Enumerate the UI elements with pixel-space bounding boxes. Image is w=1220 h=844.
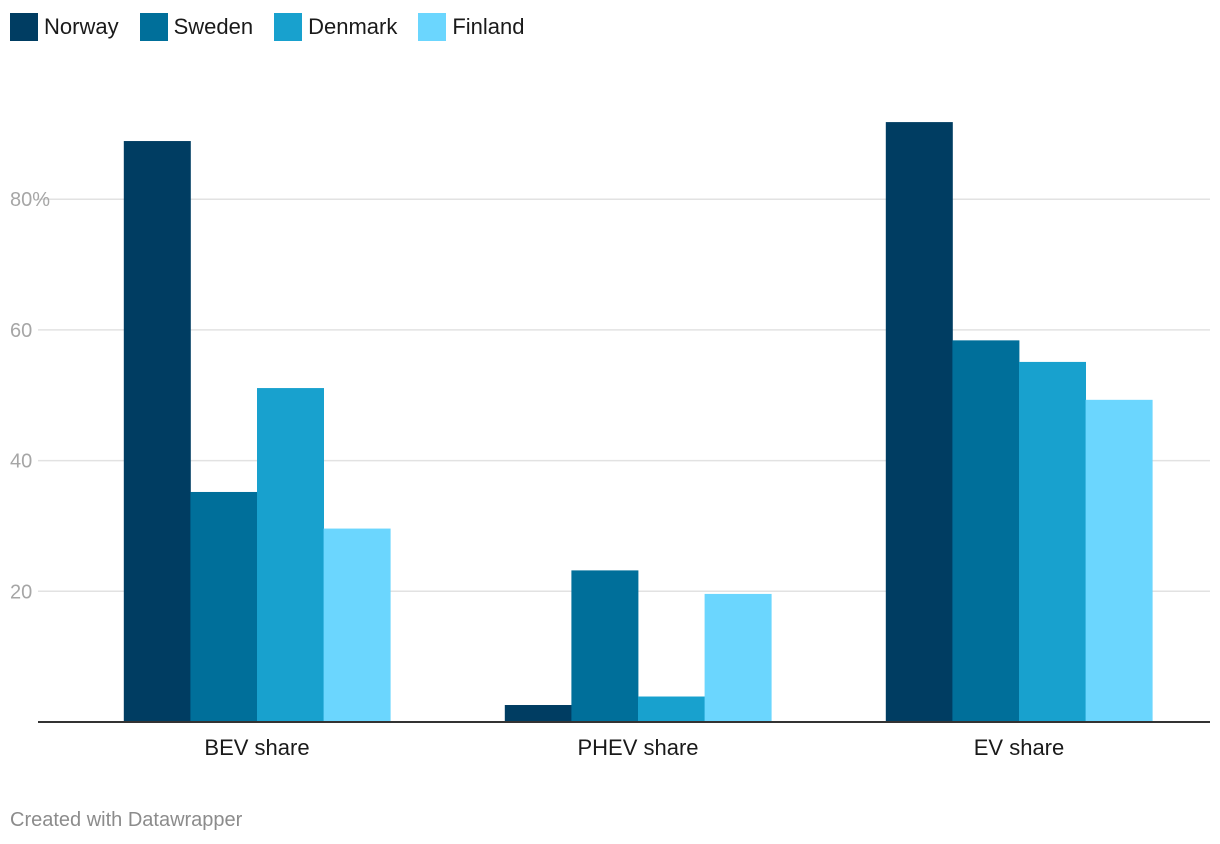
bar-sweden-phev-share xyxy=(571,570,639,722)
legend-item-finland: Finland xyxy=(418,13,525,41)
legend-item-norway: Norway xyxy=(10,13,119,41)
bars xyxy=(123,122,1153,723)
y-tick-label-40: 40 xyxy=(10,451,32,473)
bar-norway-ev-share xyxy=(885,122,953,723)
legend: Norway Sweden Denmark Finland xyxy=(10,13,546,41)
y-tick-labels: 20 40 60 80% xyxy=(10,189,50,603)
bar-sweden-ev-share xyxy=(952,340,1020,722)
legend-item-denmark: Denmark xyxy=(274,13,397,41)
legend-label-denmark: Denmark xyxy=(308,14,398,39)
category-label-ev-share: EV share xyxy=(974,735,1065,760)
bar-sweden-bev-share xyxy=(190,491,258,722)
legend-label-finland: Finland xyxy=(452,14,525,39)
legend-swatch-sweden xyxy=(139,13,168,41)
y-tick-label-20: 20 xyxy=(10,581,32,603)
category-labels: BEV share PHEV share EV share xyxy=(204,735,1064,760)
bar-norway-bev-share xyxy=(123,141,191,722)
bar-norway-phev-share xyxy=(504,705,572,722)
bar-finland-phev-share xyxy=(704,593,772,722)
legend-item-sweden: Sweden xyxy=(139,13,254,41)
category-label-bev-share: BEV share xyxy=(204,735,309,760)
legend-label-norway: Norway xyxy=(44,14,119,39)
bar-finland-ev-share xyxy=(1085,399,1153,722)
legend-label-sweden: Sweden xyxy=(173,14,254,39)
bar-denmark-phev-share xyxy=(638,696,705,722)
bar-denmark-ev-share xyxy=(1019,361,1086,722)
legend-swatch-finland xyxy=(418,13,447,41)
y-tick-label-80: 80% xyxy=(10,189,50,211)
footer-credit: Created with Datawrapper xyxy=(10,809,243,831)
legend-swatch-norway xyxy=(10,13,38,41)
bar-finland-bev-share xyxy=(323,528,391,722)
category-label-phev-share: PHEV share xyxy=(577,735,698,760)
bar-denmark-bev-share xyxy=(257,388,324,722)
legend-swatch-denmark xyxy=(274,13,303,41)
y-tick-label-60: 60 xyxy=(10,320,32,342)
bar-chart: 20 40 60 80% BEV share PHEV share EV share xyxy=(10,122,1210,760)
